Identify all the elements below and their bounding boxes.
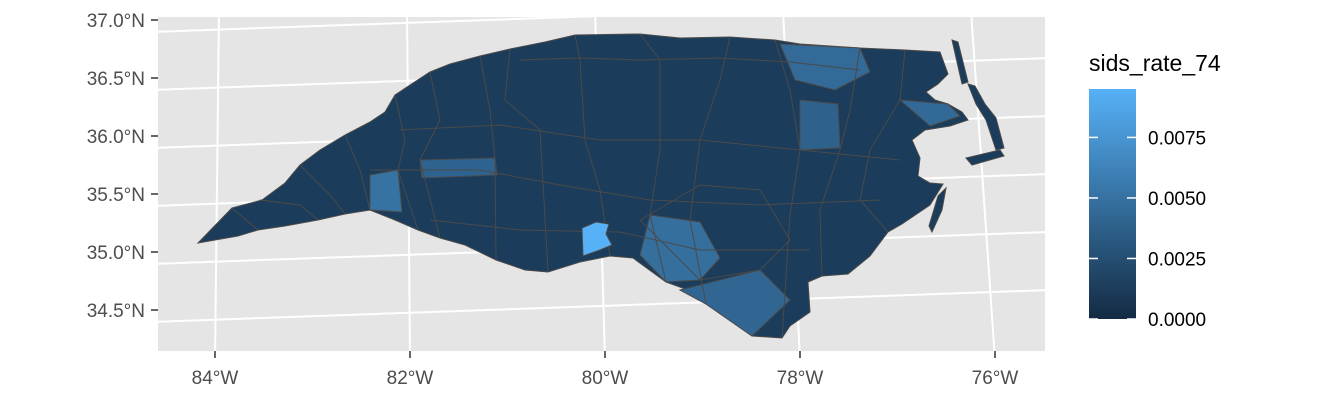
longitude-gridline (970, 17, 996, 351)
county-border (429, 219, 810, 251)
county-region (678, 269, 791, 337)
county-border (639, 33, 667, 283)
longitude-axis: 84°W 82°W 80°W 78°W 76°W (192, 351, 1019, 389)
county-border (639, 184, 791, 281)
legend-title: sids_rate_74 (1089, 50, 1221, 76)
county-borders (231, 33, 961, 339)
county-border (299, 164, 346, 215)
county-border (519, 57, 861, 71)
y-tick-label: 35.5°N (87, 185, 145, 206)
outer-banks-islands (928, 39, 1005, 234)
y-tick-label: 37.0°N (87, 11, 145, 32)
county-border (479, 55, 497, 261)
x-tick-label: 78°W (777, 368, 824, 389)
x-tick-label: 82°W (387, 368, 434, 389)
county-border (394, 94, 419, 231)
county-border (419, 71, 441, 239)
latitude-gridline (158, 17, 601, 33)
legend-label: 0.0075 (1148, 128, 1206, 149)
county-region (898, 99, 961, 127)
latitude-axis: 37.0°N 36.5°N 36.0°N 35.5°N 35.0°N 34.5°N (87, 11, 158, 322)
legend-colorbar (1089, 89, 1136, 319)
y-tick-label: 36.5°N (87, 69, 145, 90)
legend-label: 0.0050 (1148, 189, 1206, 210)
county-border (259, 199, 319, 221)
legend-ticks: 0.0075 0.0050 0.0025 0.0000 (1089, 128, 1206, 331)
legend-label: 0.0025 (1148, 249, 1206, 270)
legend-label: 0.0000 (1148, 310, 1206, 331)
x-tick-label: 84°W (192, 368, 239, 389)
county-border (399, 124, 901, 161)
county-border (231, 207, 259, 231)
county-border (819, 47, 861, 277)
county-border (504, 48, 549, 273)
y-tick-label: 34.5°N (87, 301, 145, 322)
x-tick-label: 80°W (582, 368, 629, 389)
highlight-county (581, 221, 613, 257)
county-border (859, 49, 906, 233)
state-outline (196, 33, 969, 339)
x-tick-label: 76°W (972, 368, 1019, 389)
y-tick-label: 35.0°N (87, 243, 145, 264)
latitude-gridline (158, 289, 1045, 323)
county-border (574, 34, 611, 257)
county-region (779, 43, 871, 91)
county-border (344, 134, 371, 211)
longitude-gridline (214, 17, 220, 351)
county-region (369, 169, 403, 213)
y-tick-label: 36.0°N (87, 127, 145, 148)
county-border (370, 169, 881, 206)
county-region (419, 157, 498, 179)
county-region (799, 99, 841, 151)
